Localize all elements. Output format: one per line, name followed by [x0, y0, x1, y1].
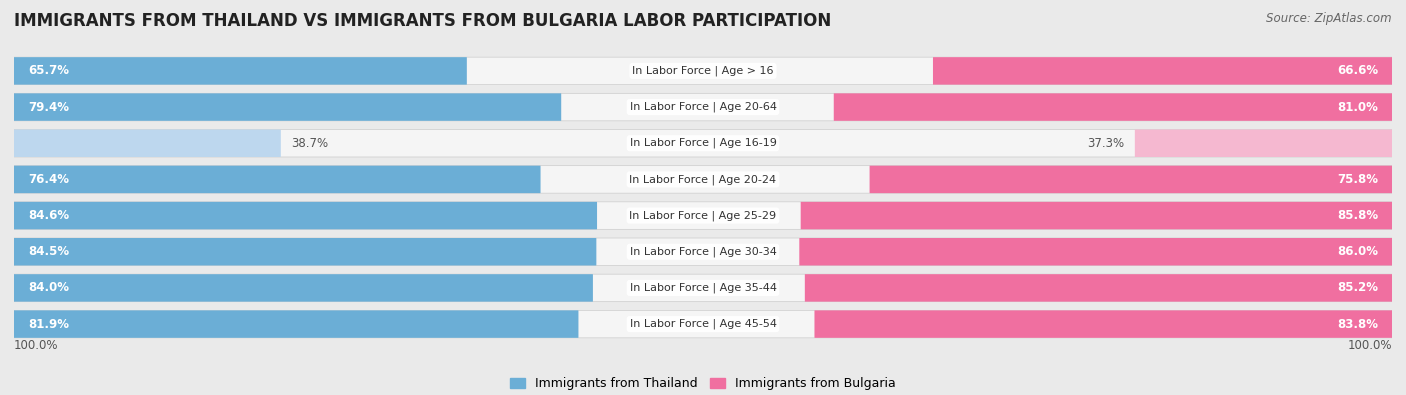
- FancyBboxPatch shape: [14, 202, 598, 229]
- FancyBboxPatch shape: [14, 57, 467, 85]
- Text: 100.0%: 100.0%: [1347, 339, 1392, 352]
- Text: 65.7%: 65.7%: [28, 64, 69, 77]
- Text: In Labor Force | Age > 16: In Labor Force | Age > 16: [633, 66, 773, 76]
- Text: In Labor Force | Age 45-54: In Labor Force | Age 45-54: [630, 319, 776, 329]
- Text: 81.0%: 81.0%: [1337, 101, 1378, 114]
- Text: 85.2%: 85.2%: [1337, 281, 1378, 294]
- Text: In Labor Force | Age 35-44: In Labor Force | Age 35-44: [630, 283, 776, 293]
- Text: IMMIGRANTS FROM THAILAND VS IMMIGRANTS FROM BULGARIA LABOR PARTICIPATION: IMMIGRANTS FROM THAILAND VS IMMIGRANTS F…: [14, 12, 831, 30]
- FancyBboxPatch shape: [14, 166, 1392, 193]
- Text: 84.5%: 84.5%: [28, 245, 69, 258]
- Text: 75.8%: 75.8%: [1337, 173, 1378, 186]
- Text: In Labor Force | Age 16-19: In Labor Force | Age 16-19: [630, 138, 776, 149]
- FancyBboxPatch shape: [14, 130, 1392, 157]
- FancyBboxPatch shape: [804, 274, 1392, 302]
- FancyBboxPatch shape: [14, 202, 1392, 229]
- Text: Source: ZipAtlas.com: Source: ZipAtlas.com: [1267, 12, 1392, 25]
- Text: 37.3%: 37.3%: [1087, 137, 1125, 150]
- Text: 86.0%: 86.0%: [1337, 245, 1378, 258]
- FancyBboxPatch shape: [1135, 130, 1392, 157]
- Text: 83.8%: 83.8%: [1337, 318, 1378, 331]
- Text: In Labor Force | Age 25-29: In Labor Force | Age 25-29: [630, 210, 776, 221]
- Text: 79.4%: 79.4%: [28, 101, 69, 114]
- Text: 66.6%: 66.6%: [1337, 64, 1378, 77]
- FancyBboxPatch shape: [14, 238, 596, 265]
- Text: 81.9%: 81.9%: [28, 318, 69, 331]
- FancyBboxPatch shape: [14, 166, 540, 193]
- Text: 38.7%: 38.7%: [291, 137, 328, 150]
- Text: 100.0%: 100.0%: [14, 339, 59, 352]
- Text: 76.4%: 76.4%: [28, 173, 69, 186]
- Text: 84.0%: 84.0%: [28, 281, 69, 294]
- FancyBboxPatch shape: [834, 93, 1392, 121]
- Legend: Immigrants from Thailand, Immigrants from Bulgaria: Immigrants from Thailand, Immigrants fro…: [505, 372, 901, 395]
- Text: 84.6%: 84.6%: [28, 209, 69, 222]
- FancyBboxPatch shape: [14, 274, 1392, 302]
- FancyBboxPatch shape: [14, 238, 1392, 265]
- FancyBboxPatch shape: [869, 166, 1392, 193]
- FancyBboxPatch shape: [14, 93, 561, 121]
- FancyBboxPatch shape: [934, 57, 1392, 85]
- FancyBboxPatch shape: [814, 310, 1392, 338]
- FancyBboxPatch shape: [800, 202, 1392, 229]
- FancyBboxPatch shape: [14, 130, 281, 157]
- Text: In Labor Force | Age 20-24: In Labor Force | Age 20-24: [630, 174, 776, 185]
- Text: 85.8%: 85.8%: [1337, 209, 1378, 222]
- Text: In Labor Force | Age 30-34: In Labor Force | Age 30-34: [630, 246, 776, 257]
- FancyBboxPatch shape: [14, 310, 1392, 338]
- FancyBboxPatch shape: [14, 93, 1392, 121]
- FancyBboxPatch shape: [14, 57, 1392, 85]
- Text: In Labor Force | Age 20-64: In Labor Force | Age 20-64: [630, 102, 776, 112]
- FancyBboxPatch shape: [14, 274, 593, 302]
- FancyBboxPatch shape: [14, 310, 578, 338]
- FancyBboxPatch shape: [800, 238, 1392, 265]
